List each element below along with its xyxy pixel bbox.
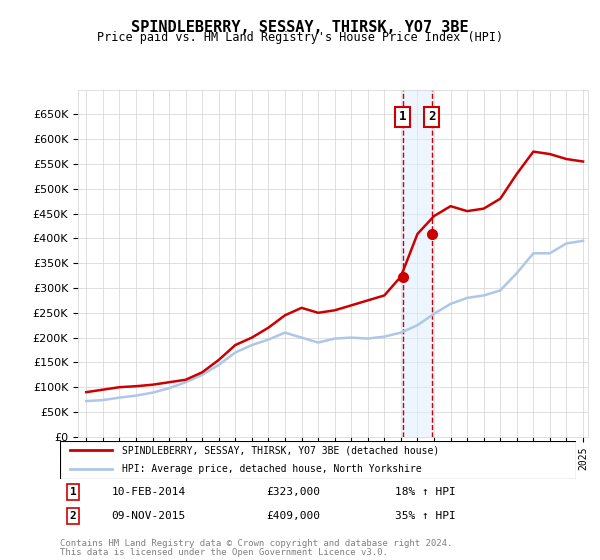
Text: 18% ↑ HPI: 18% ↑ HPI	[395, 487, 456, 497]
Text: This data is licensed under the Open Government Licence v3.0.: This data is licensed under the Open Gov…	[60, 548, 388, 557]
Bar	[401, 90, 434, 437]
Text: SPINDLEBERRY, SESSAY, THIRSK, YO7 3BE (detached house): SPINDLEBERRY, SESSAY, THIRSK, YO7 3BE (d…	[122, 445, 439, 455]
Text: 2: 2	[70, 511, 76, 521]
Text: Contains HM Land Registry data © Crown copyright and database right 2024.: Contains HM Land Registry data © Crown c…	[60, 539, 452, 548]
Text: HPI: Average price, detached house, North Yorkshire: HPI: Average price, detached house, Nort…	[122, 464, 422, 474]
Text: SPINDLEBERRY, SESSAY, THIRSK, YO7 3BE: SPINDLEBERRY, SESSAY, THIRSK, YO7 3BE	[131, 20, 469, 35]
Text: 09-NOV-2015: 09-NOV-2015	[112, 511, 186, 521]
Text: £409,000: £409,000	[266, 511, 320, 521]
Text: 35% ↑ HPI: 35% ↑ HPI	[395, 511, 456, 521]
Text: 2: 2	[428, 110, 435, 123]
Text: £323,000: £323,000	[266, 487, 320, 497]
Text: 1: 1	[70, 487, 76, 497]
Text: 10-FEB-2014: 10-FEB-2014	[112, 487, 186, 497]
Text: Price paid vs. HM Land Registry's House Price Index (HPI): Price paid vs. HM Land Registry's House …	[97, 31, 503, 44]
FancyBboxPatch shape	[60, 441, 576, 479]
Text: 1: 1	[399, 110, 406, 123]
